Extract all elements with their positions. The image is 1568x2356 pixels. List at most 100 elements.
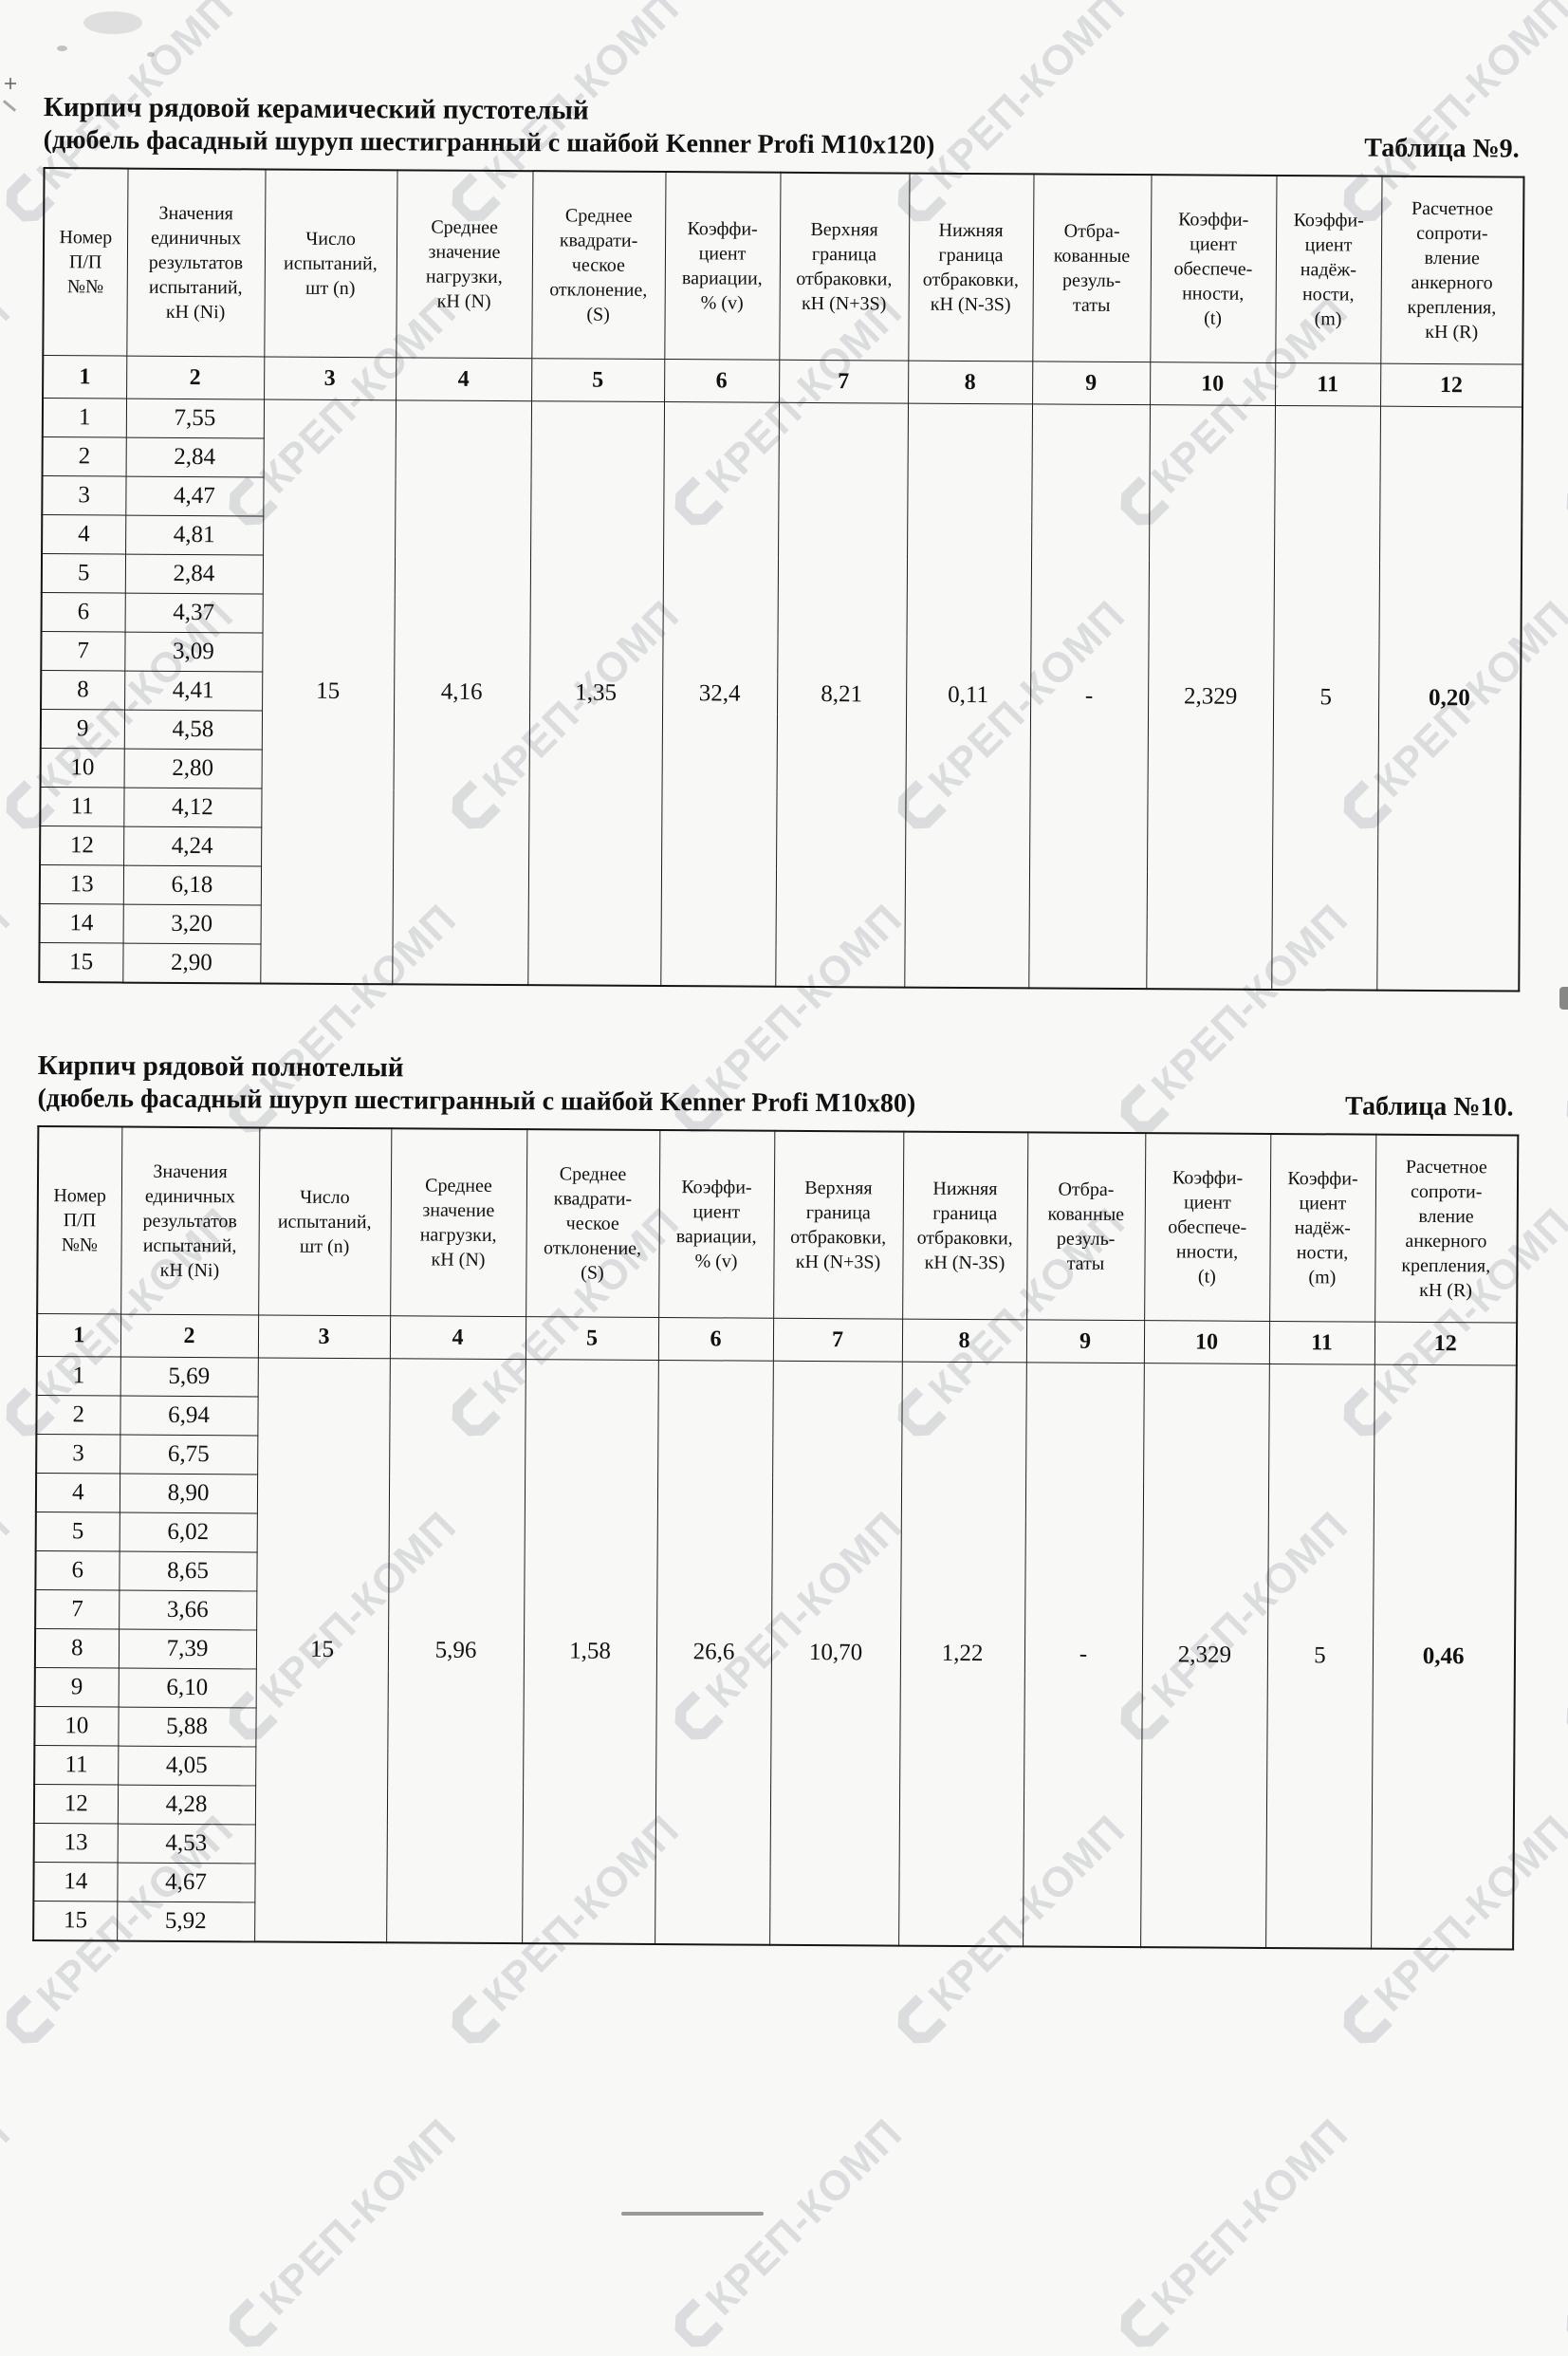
column-number-cell: 6 bbox=[657, 1317, 774, 1362]
column-number-cell: 10 bbox=[1150, 362, 1276, 406]
column-header: Нижняя граница отбраковки, кН (N-3S) bbox=[908, 173, 1034, 362]
column-number-cell: 11 bbox=[1268, 1321, 1375, 1365]
test-value-cell: 6,02 bbox=[119, 1512, 257, 1552]
column-header: Расчетное сопроти- вление анкерного креп… bbox=[1380, 176, 1524, 365]
stat-cell: 32,4 bbox=[660, 401, 780, 987]
results-table: Номер П/П №№ Значения единичных результат… bbox=[38, 167, 1525, 992]
test-value-cell: 4,67 bbox=[117, 1863, 255, 1902]
column-number-cell: 3 bbox=[257, 1314, 391, 1359]
column-number-cell: 1 bbox=[43, 355, 127, 399]
test-value-cell: 3,09 bbox=[124, 632, 263, 672]
column-number-cell: 9 bbox=[1032, 361, 1151, 405]
column-header: Нижняя граница отбраковки, кН (N-3S) bbox=[902, 1131, 1028, 1320]
column-number-cell: 8 bbox=[901, 1319, 1027, 1363]
row-number-cell: 4 bbox=[42, 514, 126, 555]
stat-cell: 5,96 bbox=[386, 1358, 526, 1944]
column-header: Коэффи- циент обеспече- нности, (t) bbox=[1150, 175, 1277, 363]
column-number-cell: 2 bbox=[120, 1314, 259, 1358]
column-header: Коэффи- циент надёж- ности, (m) bbox=[1269, 1133, 1376, 1323]
row-number-cell: 1 bbox=[36, 1356, 120, 1397]
column-header: Коэффи- циент обеспече- нности, (t) bbox=[1144, 1133, 1271, 1322]
column-number-cell: 7 bbox=[772, 1318, 903, 1363]
table9-section: Кирпич рядовой керамический пустотелый (… bbox=[38, 91, 1525, 992]
column-header: Значения единичных результатов испытаний… bbox=[126, 168, 266, 357]
row-number-cell: 2 bbox=[42, 436, 126, 477]
row-number-cell: 3 bbox=[42, 475, 126, 516]
results-table: Номер П/П №№ Значения единичных результат… bbox=[32, 1125, 1520, 1951]
table10: Номер П/П №№ Значения единичных результат… bbox=[32, 1125, 1520, 1951]
column-header: Число испытаний, шт (n) bbox=[258, 1127, 392, 1316]
row-number-cell: 15 bbox=[33, 1901, 118, 1941]
row-number-cell: 5 bbox=[41, 553, 126, 594]
stat-cell: 1,35 bbox=[527, 400, 665, 987]
krep-komp-watermark: КРЕП-КОМП bbox=[1558, 1503, 1568, 1749]
column-number-cell: 10 bbox=[1143, 1320, 1270, 1364]
table9-subtitle: (дюбель фасадный шуруп шестигранный с ша… bbox=[43, 125, 935, 160]
column-number-cell: 7 bbox=[779, 360, 909, 404]
test-value-cell: 5,92 bbox=[117, 1901, 255, 1942]
column-number-cell: 1 bbox=[36, 1313, 121, 1358]
stat-cell: - bbox=[1023, 1362, 1144, 1948]
stat-cell: 1,22 bbox=[898, 1362, 1026, 1947]
row-number-cell: 1 bbox=[42, 398, 127, 438]
column-number-cell: 4 bbox=[389, 1315, 526, 1360]
krep-komp-logo-icon bbox=[668, 2298, 724, 2354]
test-value-cell: 8,65 bbox=[119, 1551, 257, 1591]
column-header: Среднее квадрати- ческое отклонение, (S) bbox=[526, 1129, 660, 1318]
row-number-cell: 4 bbox=[35, 1473, 120, 1513]
table-row: 1 5,69 15 5,96 1,58 26,6 10,70 1,22-2,329 5 0,46 bbox=[36, 1356, 1517, 1950]
column-header: Номер П/П №№ bbox=[37, 1126, 122, 1315]
column-number-cell: 9 bbox=[1025, 1319, 1145, 1364]
row-number-cell: 11 bbox=[40, 787, 124, 827]
test-value-cell: 7,39 bbox=[118, 1629, 257, 1669]
column-header: Коэффи- циент вариации, % (v) bbox=[658, 1130, 775, 1319]
test-value-cell: 4,41 bbox=[124, 671, 263, 711]
row-number-cell: 12 bbox=[33, 1784, 119, 1825]
row-number-cell: 11 bbox=[34, 1745, 119, 1786]
test-value-cell: 2,90 bbox=[122, 943, 261, 984]
row-number-cell: 13 bbox=[39, 864, 124, 905]
column-number-cell: 4 bbox=[396, 357, 532, 401]
row-number-cell: 7 bbox=[35, 1589, 120, 1630]
test-value-cell: 4,53 bbox=[117, 1824, 255, 1864]
test-value-cell: 6,94 bbox=[120, 1396, 258, 1436]
stat-cell: 2,329 bbox=[1140, 1363, 1269, 1948]
table10-section: Кирпич рядовой полнотелый (дюбель фасадн… bbox=[32, 1049, 1520, 1951]
test-value-cell: 4,05 bbox=[118, 1746, 256, 1786]
row-number-cell: 2 bbox=[36, 1395, 120, 1436]
test-value-cell: 4,81 bbox=[125, 515, 264, 555]
test-value-cell: 7,55 bbox=[125, 399, 265, 438]
column-header: Среднее значение нагрузки, кН (N) bbox=[396, 170, 533, 359]
table9-label: Таблица №9. bbox=[1364, 133, 1520, 164]
column-header: Коэффи- циент надёж- ности, (m) bbox=[1275, 175, 1382, 364]
test-value-cell: 2,80 bbox=[123, 749, 262, 788]
stat-cell: 8,21 bbox=[775, 402, 909, 988]
column-number-cell: 6 bbox=[664, 359, 780, 403]
test-value-cell: 6,18 bbox=[122, 865, 262, 905]
row-number-cell: 7 bbox=[41, 631, 125, 672]
row-number-cell: 5 bbox=[35, 1512, 120, 1552]
stat-cell: 15 bbox=[260, 399, 397, 985]
row-number-cell: 9 bbox=[40, 709, 125, 750]
krep-komp-logo-icon bbox=[1559, 1691, 1568, 1747]
test-value-cell: 6,10 bbox=[118, 1668, 256, 1708]
row-number-cell: 9 bbox=[34, 1667, 119, 1708]
stat-cell: 26,6 bbox=[655, 1360, 773, 1945]
row-number-cell: 6 bbox=[41, 592, 125, 633]
stat-cell: 0,46 bbox=[1371, 1364, 1517, 1950]
row-number-cell: 8 bbox=[41, 670, 125, 711]
table-row: 1 7,55 15 4,16 1,35 32,4 8,21 0,11-2,329 5 0,20 bbox=[42, 398, 1523, 992]
test-value-cell: 4,47 bbox=[125, 476, 264, 516]
column-header: Коэффи- циент вариации, % (v) bbox=[664, 172, 781, 361]
krep-komp-logo-icon bbox=[222, 2298, 278, 2354]
column-number-cell: 2 bbox=[126, 356, 265, 399]
test-value-cell: 2,84 bbox=[124, 554, 264, 594]
stat-cell: 0,11 bbox=[904, 403, 1033, 989]
stat-cell: 15 bbox=[254, 1357, 390, 1943]
stat-cell: 5 bbox=[1265, 1364, 1374, 1949]
row-number-cell: 14 bbox=[33, 1862, 118, 1902]
row-number-cell: 10 bbox=[34, 1706, 119, 1747]
test-value-cell: 4,58 bbox=[123, 710, 263, 750]
column-header: Номер П/П №№ bbox=[43, 168, 128, 357]
column-number-cell: 12 bbox=[1380, 363, 1523, 408]
